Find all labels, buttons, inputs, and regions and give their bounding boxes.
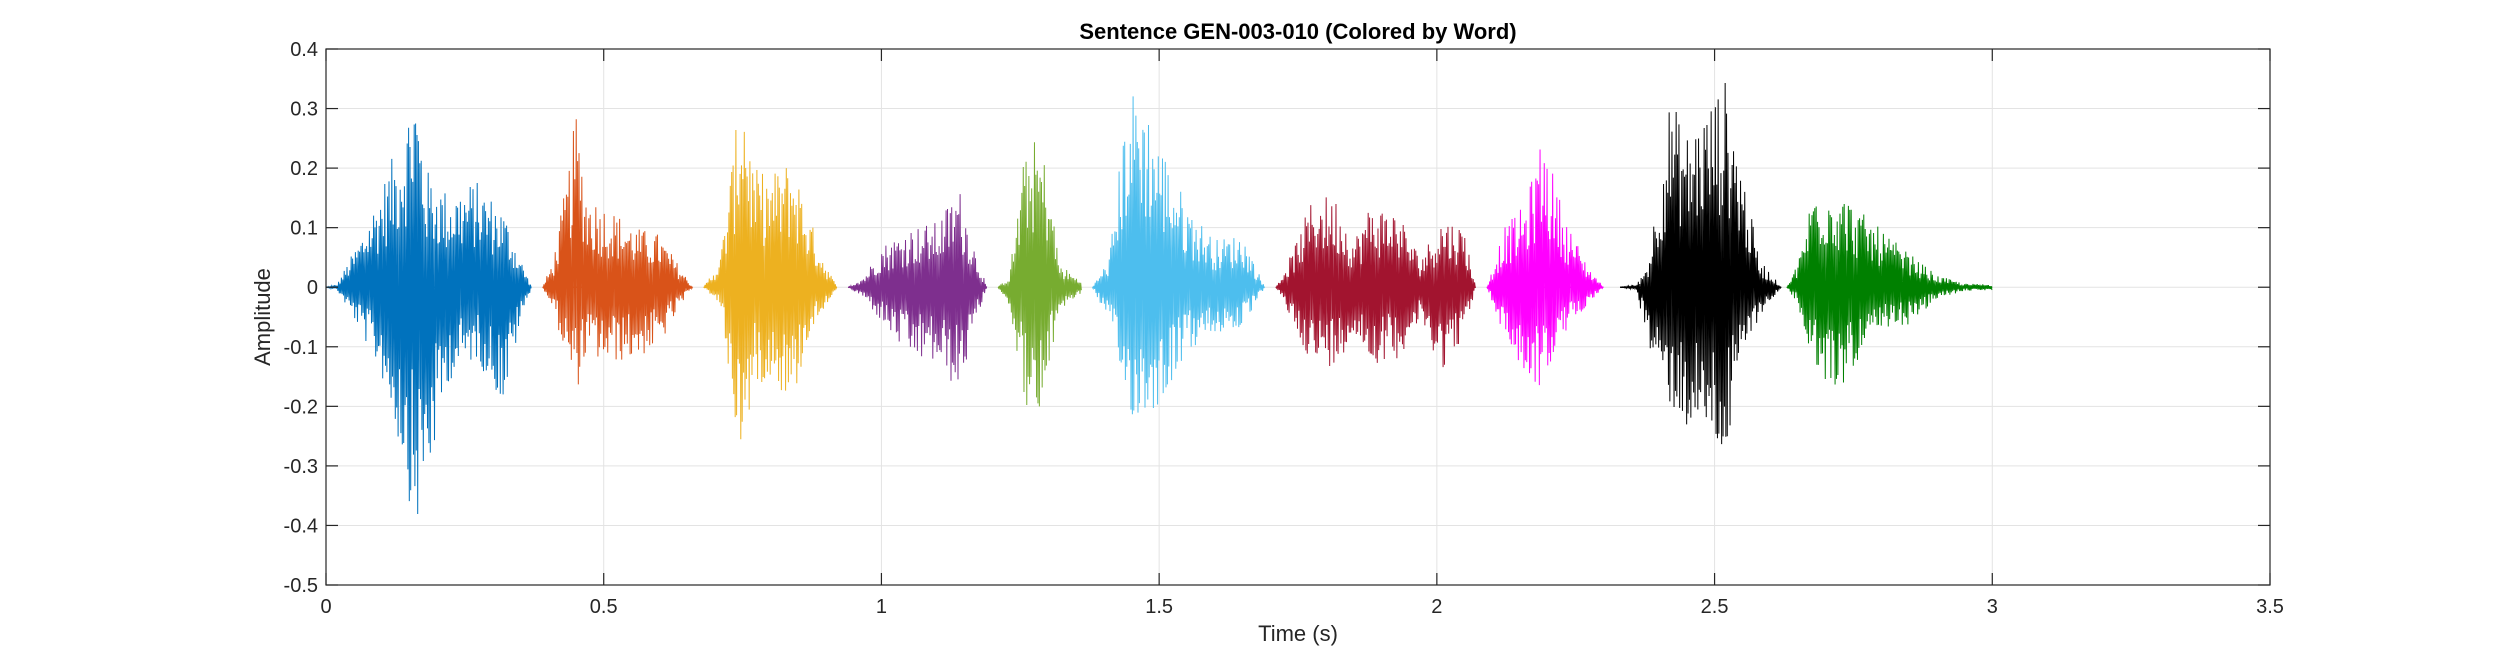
- waveform-line: [1786, 203, 1993, 385]
- y-tick-label: 0.4: [290, 39, 318, 61]
- plot-frame: [325, 48, 2271, 586]
- y-tick-label: 0.2: [290, 158, 318, 180]
- word-segment-4: [847, 194, 988, 381]
- y-tick-label: 0: [307, 277, 318, 299]
- waveform-line: [1275, 197, 1476, 368]
- waveform-series: [325, 83, 1993, 515]
- x-tick-label: 3.5: [2256, 596, 2284, 618]
- x-tick-label: 0: [320, 596, 331, 618]
- y-tick-label: -0.5: [284, 575, 318, 597]
- word-segment-3: [703, 129, 838, 440]
- y-tick-label: -0.1: [284, 337, 318, 359]
- word-segment-2: [542, 119, 693, 385]
- word-segment-9: [1620, 83, 1782, 445]
- x-tick-label: 1.5: [1145, 596, 1173, 618]
- x-tick-label: 1: [876, 596, 887, 618]
- word-segment-1: [325, 123, 532, 515]
- y-tick-label: 0.3: [290, 99, 318, 121]
- x-tick-label: 2.5: [1701, 596, 1729, 618]
- word-segment-7: [1275, 197, 1476, 368]
- word-segment-8: [1486, 149, 1604, 386]
- waveform-line: [325, 123, 532, 515]
- y-tick-label: 0.1: [290, 218, 318, 240]
- x-axis-label: Time (s): [1258, 621, 1338, 646]
- waveform-line: [703, 129, 838, 440]
- x-tick-label: 2: [1431, 596, 1442, 618]
- waveform-line: [997, 142, 1082, 407]
- x-tick-label: 3: [1987, 596, 1998, 618]
- waveform-line: [1620, 83, 1782, 445]
- waveform-line: [847, 194, 988, 381]
- word-segment-10: [1786, 203, 1993, 385]
- waveform-line: [1486, 149, 1604, 386]
- y-tick-label: -0.4: [284, 515, 318, 537]
- y-tick-label: -0.2: [284, 396, 318, 418]
- waveform-line: [542, 119, 693, 385]
- chart-title: Sentence GEN-003-010 (Colored by Word): [1079, 19, 1516, 44]
- y-tick-label: -0.3: [284, 456, 318, 478]
- word-segment-5: [997, 142, 1082, 407]
- x-tick-label: 0.5: [590, 596, 618, 618]
- word-segment-6: [1092, 96, 1265, 415]
- waveform-line: [1092, 96, 1265, 415]
- y-axis-label: Amplitude: [250, 268, 275, 366]
- axis-ticks: 0 0.5 1 1.5 2 2.5 3 3.5 -0.5 -0.4 -0.3 -0.2 -0.1 0 0.1…: [284, 39, 2284, 618]
